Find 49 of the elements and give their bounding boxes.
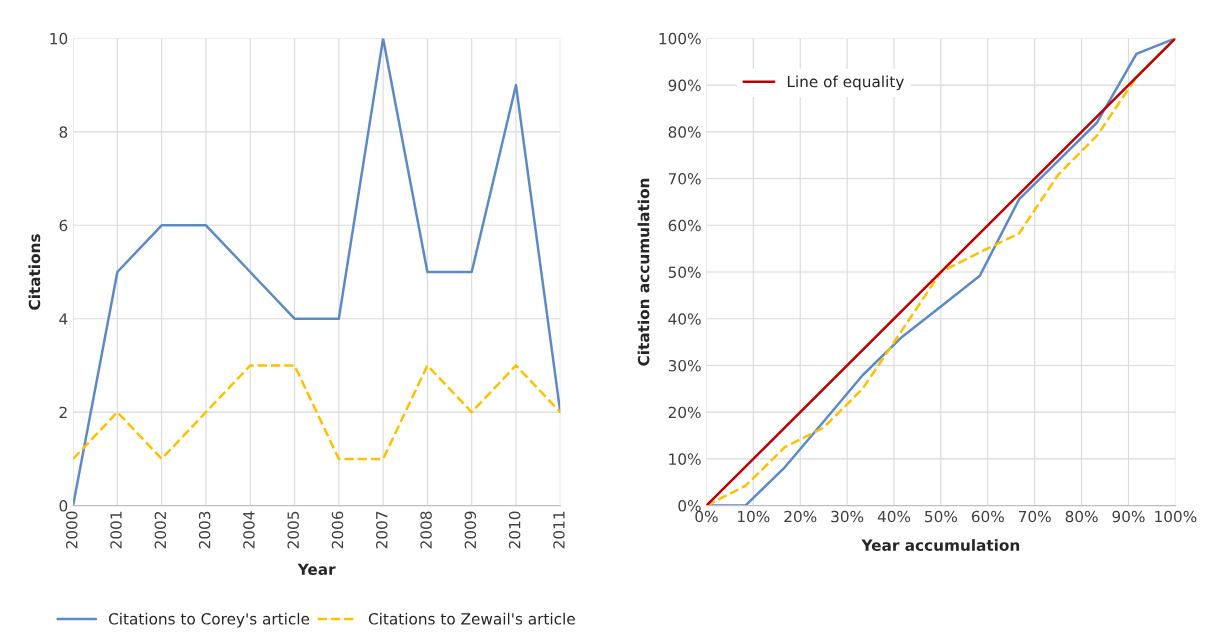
x-tick-label: 30% [831,510,864,523]
y-tick-label: 10% [669,453,701,465]
y-tick-label: 40% [668,313,701,325]
x-tick-label: 40% [877,510,911,523]
y-tick-label: 6 [59,219,68,232]
y-tick-label: 30% [668,359,701,372]
x-axis-title: Year [297,563,336,576]
line-series [706,38,1176,506]
x-tick-label: 2011 [553,511,565,549]
y-tick-label: 90% [668,79,701,92]
x-tick-label: 20% [784,510,817,523]
x-tick-label: 90% [1112,510,1145,523]
x-tick-label: 2007 [375,511,388,549]
x-tick-label: 2004 [243,511,255,549]
y-tick-label: 0 [59,500,68,512]
x-tick-label: 2000 [65,511,78,549]
line-series [73,38,561,506]
x-tick-label: 2006 [331,511,344,549]
y-tick-label: 4 [59,313,68,325]
legend-label: Line of equality [787,75,904,91]
y-tick-label: 50% [668,266,701,279]
y-tick-label: 2 [59,406,67,418]
x-tick-label: 10% [738,510,770,523]
x-tick-label: 0% [695,510,718,523]
x-tick-label: 80% [1065,510,1098,523]
x-tick-label: 2003 [198,511,211,549]
x-tick-label: 2008 [420,511,432,549]
legend-label: Citations to Corey's article [108,612,310,628]
y-tick-label: 0% [678,500,701,512]
x-tick-label: 60% [971,510,1004,523]
y-axis-title: Citations [28,234,41,310]
x-axis-title: Year accumulation [861,539,1020,551]
y-tick-label: 100% [659,32,701,45]
x-tick-label: 2002 [154,511,167,549]
x-tick-label: 2010 [508,511,521,549]
y-tick-label: 8 [59,126,68,138]
x-tick-label: 50% [925,510,958,523]
y-tick-label: 80% [668,126,701,138]
x-tick-label: 2005 [287,511,299,549]
x-tick-label: 2009 [464,511,477,549]
y-tick-label: 10 [50,32,68,45]
legend-label: Citations to Zewail's article [368,612,575,625]
y-tick-label: 70% [668,173,701,185]
y-tick-label: 60% [668,219,701,232]
y-axis-title: Citation accumulation [637,178,650,366]
x-tick-label: 2001 [110,511,122,549]
x-tick-label: 100% [1155,510,1197,523]
x-tick-label: 70% [1018,510,1051,523]
y-tick-label: 20% [668,406,701,419]
